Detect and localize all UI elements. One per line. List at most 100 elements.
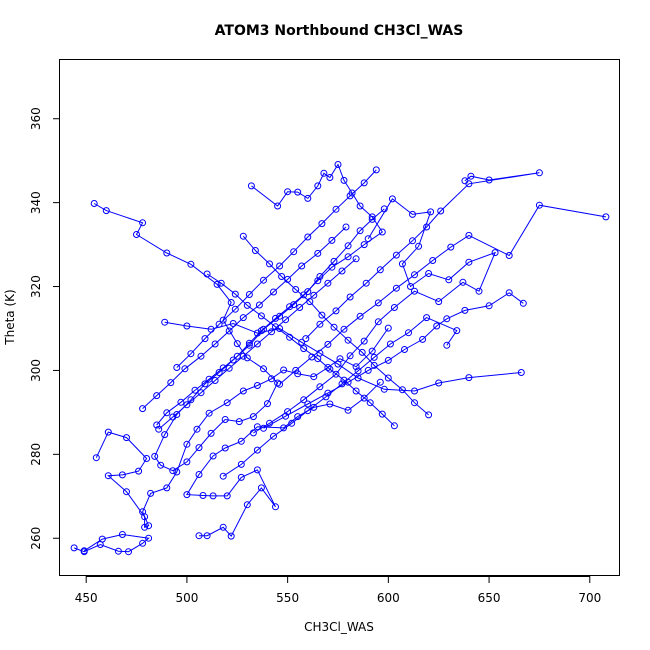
data-point [334,161,342,168]
data-point [294,370,302,378]
data-point [221,444,229,452]
data-point [304,407,312,415]
data-point [320,169,328,177]
y-tick-label: 340 [29,191,43,214]
data-point [427,208,435,216]
data-point [274,202,282,210]
data-point [338,267,346,275]
data-point [161,431,169,439]
data-point [276,380,284,388]
data-point [423,223,431,231]
data-point [239,387,247,395]
data-point [123,488,130,496]
data-point [328,236,336,244]
data-point [237,460,245,468]
data-point [284,188,292,196]
data-point [187,396,195,404]
data-point [485,176,493,184]
data-point [310,403,318,411]
series-line [176,169,377,368]
data-point [90,200,98,207]
data-point [183,440,191,448]
data-point [153,421,161,429]
data-point [376,378,384,386]
x-axis-label: CH3Cl_WAS [304,620,374,634]
data-point [187,350,195,358]
data-point [239,352,247,360]
data-series [139,223,350,413]
data-point [70,544,78,552]
data-point [195,471,203,478]
data-point [354,367,362,375]
data-point [465,180,473,188]
data-point [247,182,255,190]
data-point [187,260,195,268]
data-point [245,341,253,349]
series-line [206,273,395,427]
data-point [411,287,418,295]
data-point [211,377,219,384]
data-series [92,324,392,531]
data-point [368,347,376,355]
data-point [201,380,209,388]
data-point [346,352,354,360]
y-tick-label: 360 [29,107,43,130]
data-point [300,345,308,353]
data-point [215,320,223,328]
data-point [370,361,378,369]
data-point [245,339,253,347]
data-point [447,243,455,251]
y-axis: 260 280 300 320 340 360 [29,107,60,550]
data-point [197,389,205,397]
data-point [211,340,219,348]
data-point [324,364,332,371]
data-point [316,383,324,391]
data-point [195,444,203,452]
data-point [278,273,286,280]
data-point [177,398,185,406]
data-point [384,374,392,382]
series-line [93,203,385,472]
data-point [280,366,288,374]
data-point [181,365,189,373]
x-tick-label: 550 [276,591,299,605]
series-line [222,317,458,477]
data-point [390,422,398,430]
data-point [183,491,191,499]
data-point [270,432,277,440]
data-point [411,387,418,395]
data-point [314,182,322,190]
series-line [279,204,606,385]
data-series [155,255,360,433]
data-point [221,416,229,423]
data-point [209,492,217,500]
data-point [328,263,336,271]
x-tick-label: 700 [578,591,601,605]
plot-frame [59,59,620,576]
data-point [223,399,231,407]
data-point [191,386,199,394]
data-point [405,329,412,337]
data-point [324,340,332,348]
data-point [296,304,304,311]
data-point [409,210,416,218]
data-point [260,365,267,373]
data-point [346,293,354,301]
data-point [195,532,203,540]
data-point [467,172,475,180]
data-point [316,320,324,328]
data-point [231,305,239,313]
data-point [360,337,368,345]
data-point [314,355,322,363]
data-point [243,301,251,309]
data-point [392,251,400,259]
data-point [372,166,380,174]
data-point [249,413,257,421]
data-point [268,328,275,336]
data-point [163,249,171,257]
data-point [292,366,300,374]
data-point [401,346,408,353]
data-point [374,299,382,307]
data-point [310,373,318,381]
